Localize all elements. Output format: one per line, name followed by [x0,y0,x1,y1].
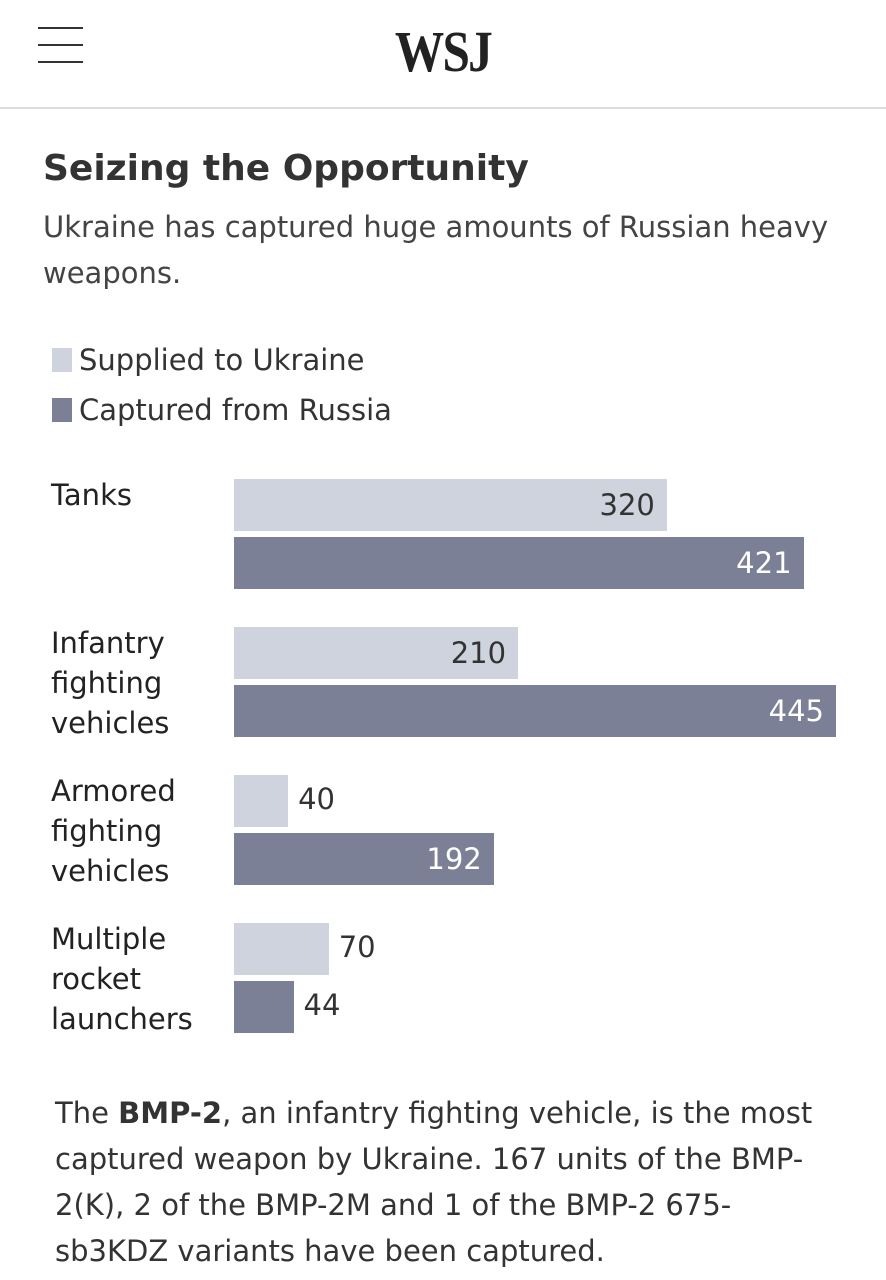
note-text: The [55,1096,119,1130]
value-label: 192 [426,842,482,876]
logo[interactable]: WSJ [394,19,493,84]
note: The BMP-2, an infantry fighting vehicle,… [55,1090,825,1274]
category-label: Multiple rocket launchers [51,922,193,1036]
legend-swatch [52,348,72,372]
value-label: 70 [338,930,376,964]
bar [234,775,289,827]
category-label: Tanks [51,478,132,512]
value-label: 445 [768,694,824,728]
bar [234,923,329,975]
value-label: 44 [303,988,341,1022]
legend-item: Captured from Russia [52,393,392,427]
value-label: 320 [599,488,655,522]
bar [234,833,494,885]
bar [234,537,804,589]
menu-line[interactable] [38,44,83,46]
value-label: 210 [450,636,507,670]
chart-subtitle: Ukraine has captured huge amounts of Rus… [43,210,829,290]
legend-item: Supplied to Ukraine [52,343,365,377]
header-rule [0,107,886,109]
note-bold: BMP-2 [118,1096,223,1130]
legend-label: Supplied to Ukraine [79,343,365,377]
bar [234,981,294,1033]
value-label: 421 [736,546,792,580]
value-label: 40 [298,782,336,816]
bar [234,685,836,737]
legend-label: Captured from Russia [79,393,392,427]
bar [234,627,519,679]
bar [234,479,667,531]
category-label: Infantry fighting vehicles [51,626,170,740]
menu-line[interactable] [38,61,83,63]
category-label: Armored fighting vehicles [51,774,176,888]
legend-swatch [52,398,72,422]
note-text: , an infantry fighting vehicle, is the m… [55,1096,813,1268]
chart-title: Seizing the Opportunity [43,148,529,189]
menu-line[interactable] [38,27,83,29]
